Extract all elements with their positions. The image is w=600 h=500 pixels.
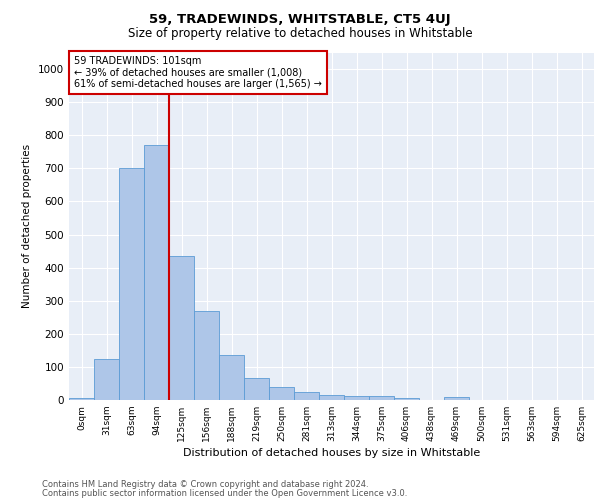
Bar [194, 310, 219, 400]
Bar [319, 395, 344, 400]
Bar [269, 388, 294, 400]
Text: Size of property relative to detached houses in Whitstable: Size of property relative to detached ho… [128, 28, 472, 40]
Text: Contains public sector information licensed under the Open Government Licence v3: Contains public sector information licen… [42, 489, 407, 498]
X-axis label: Distribution of detached houses by size in Whitstable: Distribution of detached houses by size … [183, 448, 480, 458]
Bar [344, 396, 369, 400]
Bar [444, 398, 469, 400]
Text: 59, TRADEWINDS, WHITSTABLE, CT5 4UJ: 59, TRADEWINDS, WHITSTABLE, CT5 4UJ [149, 12, 451, 26]
Bar [94, 358, 119, 400]
Text: Contains HM Land Registry data © Crown copyright and database right 2024.: Contains HM Land Registry data © Crown c… [42, 480, 368, 489]
Bar [169, 256, 194, 400]
Bar [119, 168, 144, 400]
Y-axis label: Number of detached properties: Number of detached properties [22, 144, 32, 308]
Bar [244, 378, 269, 400]
Bar [294, 392, 319, 400]
Bar [394, 398, 419, 400]
Text: 59 TRADEWINDS: 101sqm
← 39% of detached houses are smaller (1,008)
61% of semi-d: 59 TRADEWINDS: 101sqm ← 39% of detached … [74, 56, 322, 89]
Bar [369, 396, 394, 400]
Bar [69, 398, 94, 400]
Bar [219, 356, 244, 400]
Bar [144, 145, 169, 400]
